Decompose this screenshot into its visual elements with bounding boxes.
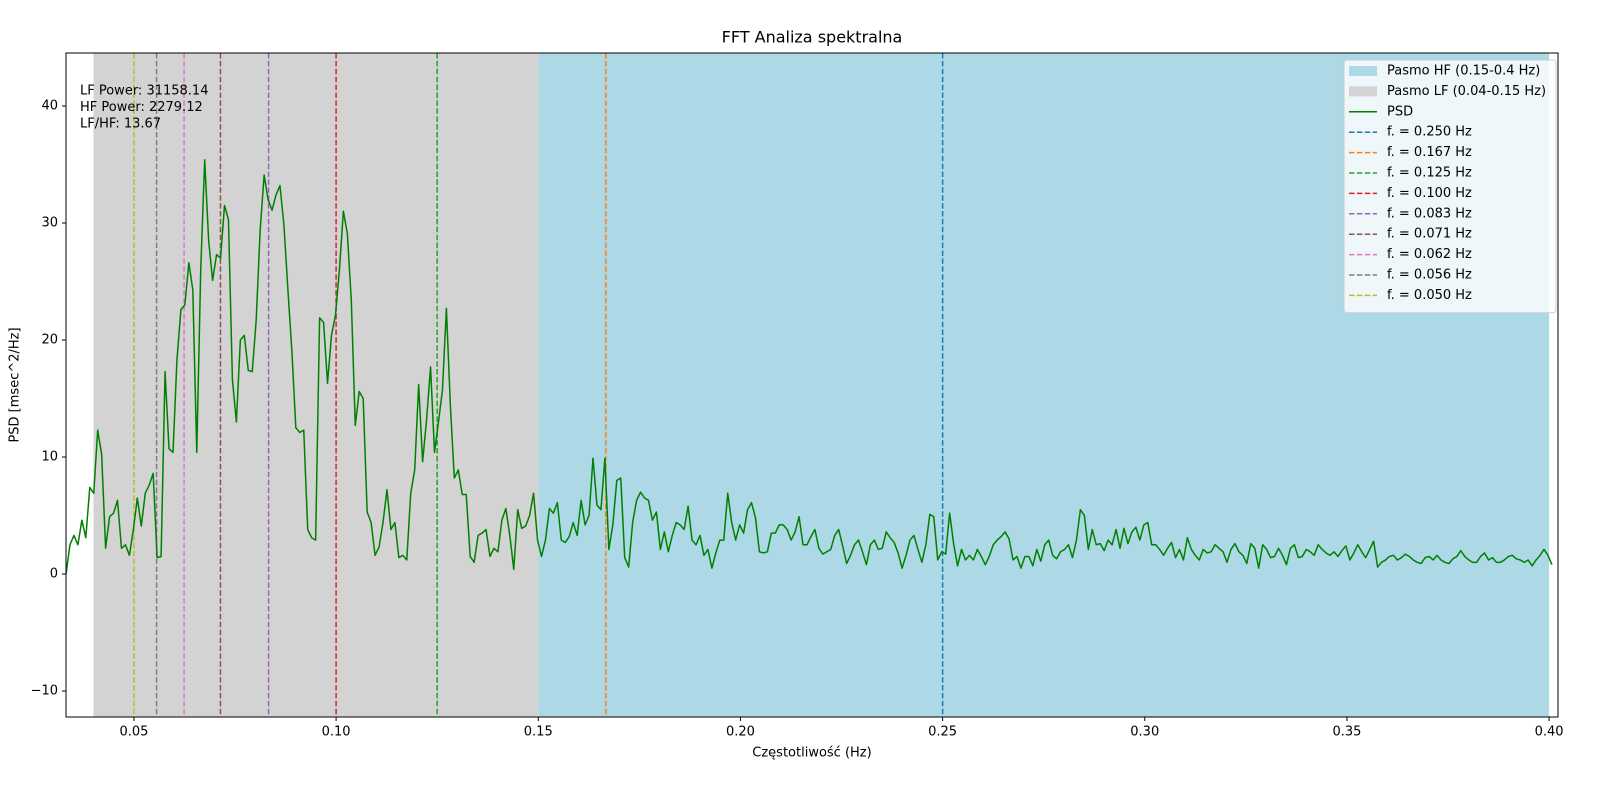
legend-swatch xyxy=(1349,86,1377,97)
y-tick-label: 20 xyxy=(41,333,58,348)
x-tick-label: 0.35 xyxy=(1332,725,1361,740)
legend-label: f. = 0.071 Hz xyxy=(1387,227,1472,242)
legend-label: f. = 0.062 Hz xyxy=(1387,247,1472,262)
legend-label: Pasmo LF (0.04-0.15 Hz) xyxy=(1387,84,1546,99)
x-tick-label: 0.40 xyxy=(1535,725,1564,740)
legend-label: f. = 0.050 Hz xyxy=(1387,288,1472,303)
x-tick-label: 0.30 xyxy=(1130,725,1159,740)
x-tick-label: 0.05 xyxy=(119,725,148,740)
legend-box xyxy=(1343,59,1557,314)
legend-label: f. = 0.056 Hz xyxy=(1387,268,1472,283)
y-tick-label: 10 xyxy=(41,450,58,465)
x-tick-label: 0.15 xyxy=(524,725,553,740)
legend-label: f. = 0.250 Hz xyxy=(1387,125,1472,140)
annotation: LF Power: 31158.14 xyxy=(80,84,208,99)
legend-swatch xyxy=(1349,66,1377,76)
frequency-band xyxy=(93,53,539,717)
legend-label: f. = 0.100 Hz xyxy=(1387,186,1472,201)
legend-label: Pasmo HF (0.15-0.4 Hz) xyxy=(1387,64,1540,79)
annotation: LF/HF: 13.67 xyxy=(80,117,161,132)
legend: Pasmo HF (0.15-0.4 Hz) Pasmo LF (0.04-0.1… xyxy=(1343,59,1557,314)
axes-frame xyxy=(65,52,1559,718)
y-tick-label: 0 xyxy=(50,567,58,582)
y-tick-label: 40 xyxy=(41,99,58,114)
y-tick-label: 30 xyxy=(41,216,58,231)
x-tick-label: 0.10 xyxy=(322,725,351,740)
annotation: HF Power: 2279.12 xyxy=(80,100,203,115)
x-tick-label: 0.25 xyxy=(928,725,957,740)
legend-label: f. = 0.083 Hz xyxy=(1387,206,1472,221)
legend-label: PSD xyxy=(1387,104,1413,119)
plot-area xyxy=(66,53,1553,717)
psd-line xyxy=(66,159,1553,575)
y-axis-label: PSD [msec^2/Hz] xyxy=(8,327,23,442)
x-tick-label: 0.20 xyxy=(726,725,755,740)
y-tick-label: −10 xyxy=(31,684,58,699)
x-axis-label: Częstotliwość (Hz) xyxy=(752,746,871,761)
legend-label: f. = 0.167 Hz xyxy=(1387,145,1472,160)
chart-title: FFT Analiza spektralna xyxy=(722,28,903,47)
legend-label: f. = 0.125 Hz xyxy=(1387,166,1472,181)
